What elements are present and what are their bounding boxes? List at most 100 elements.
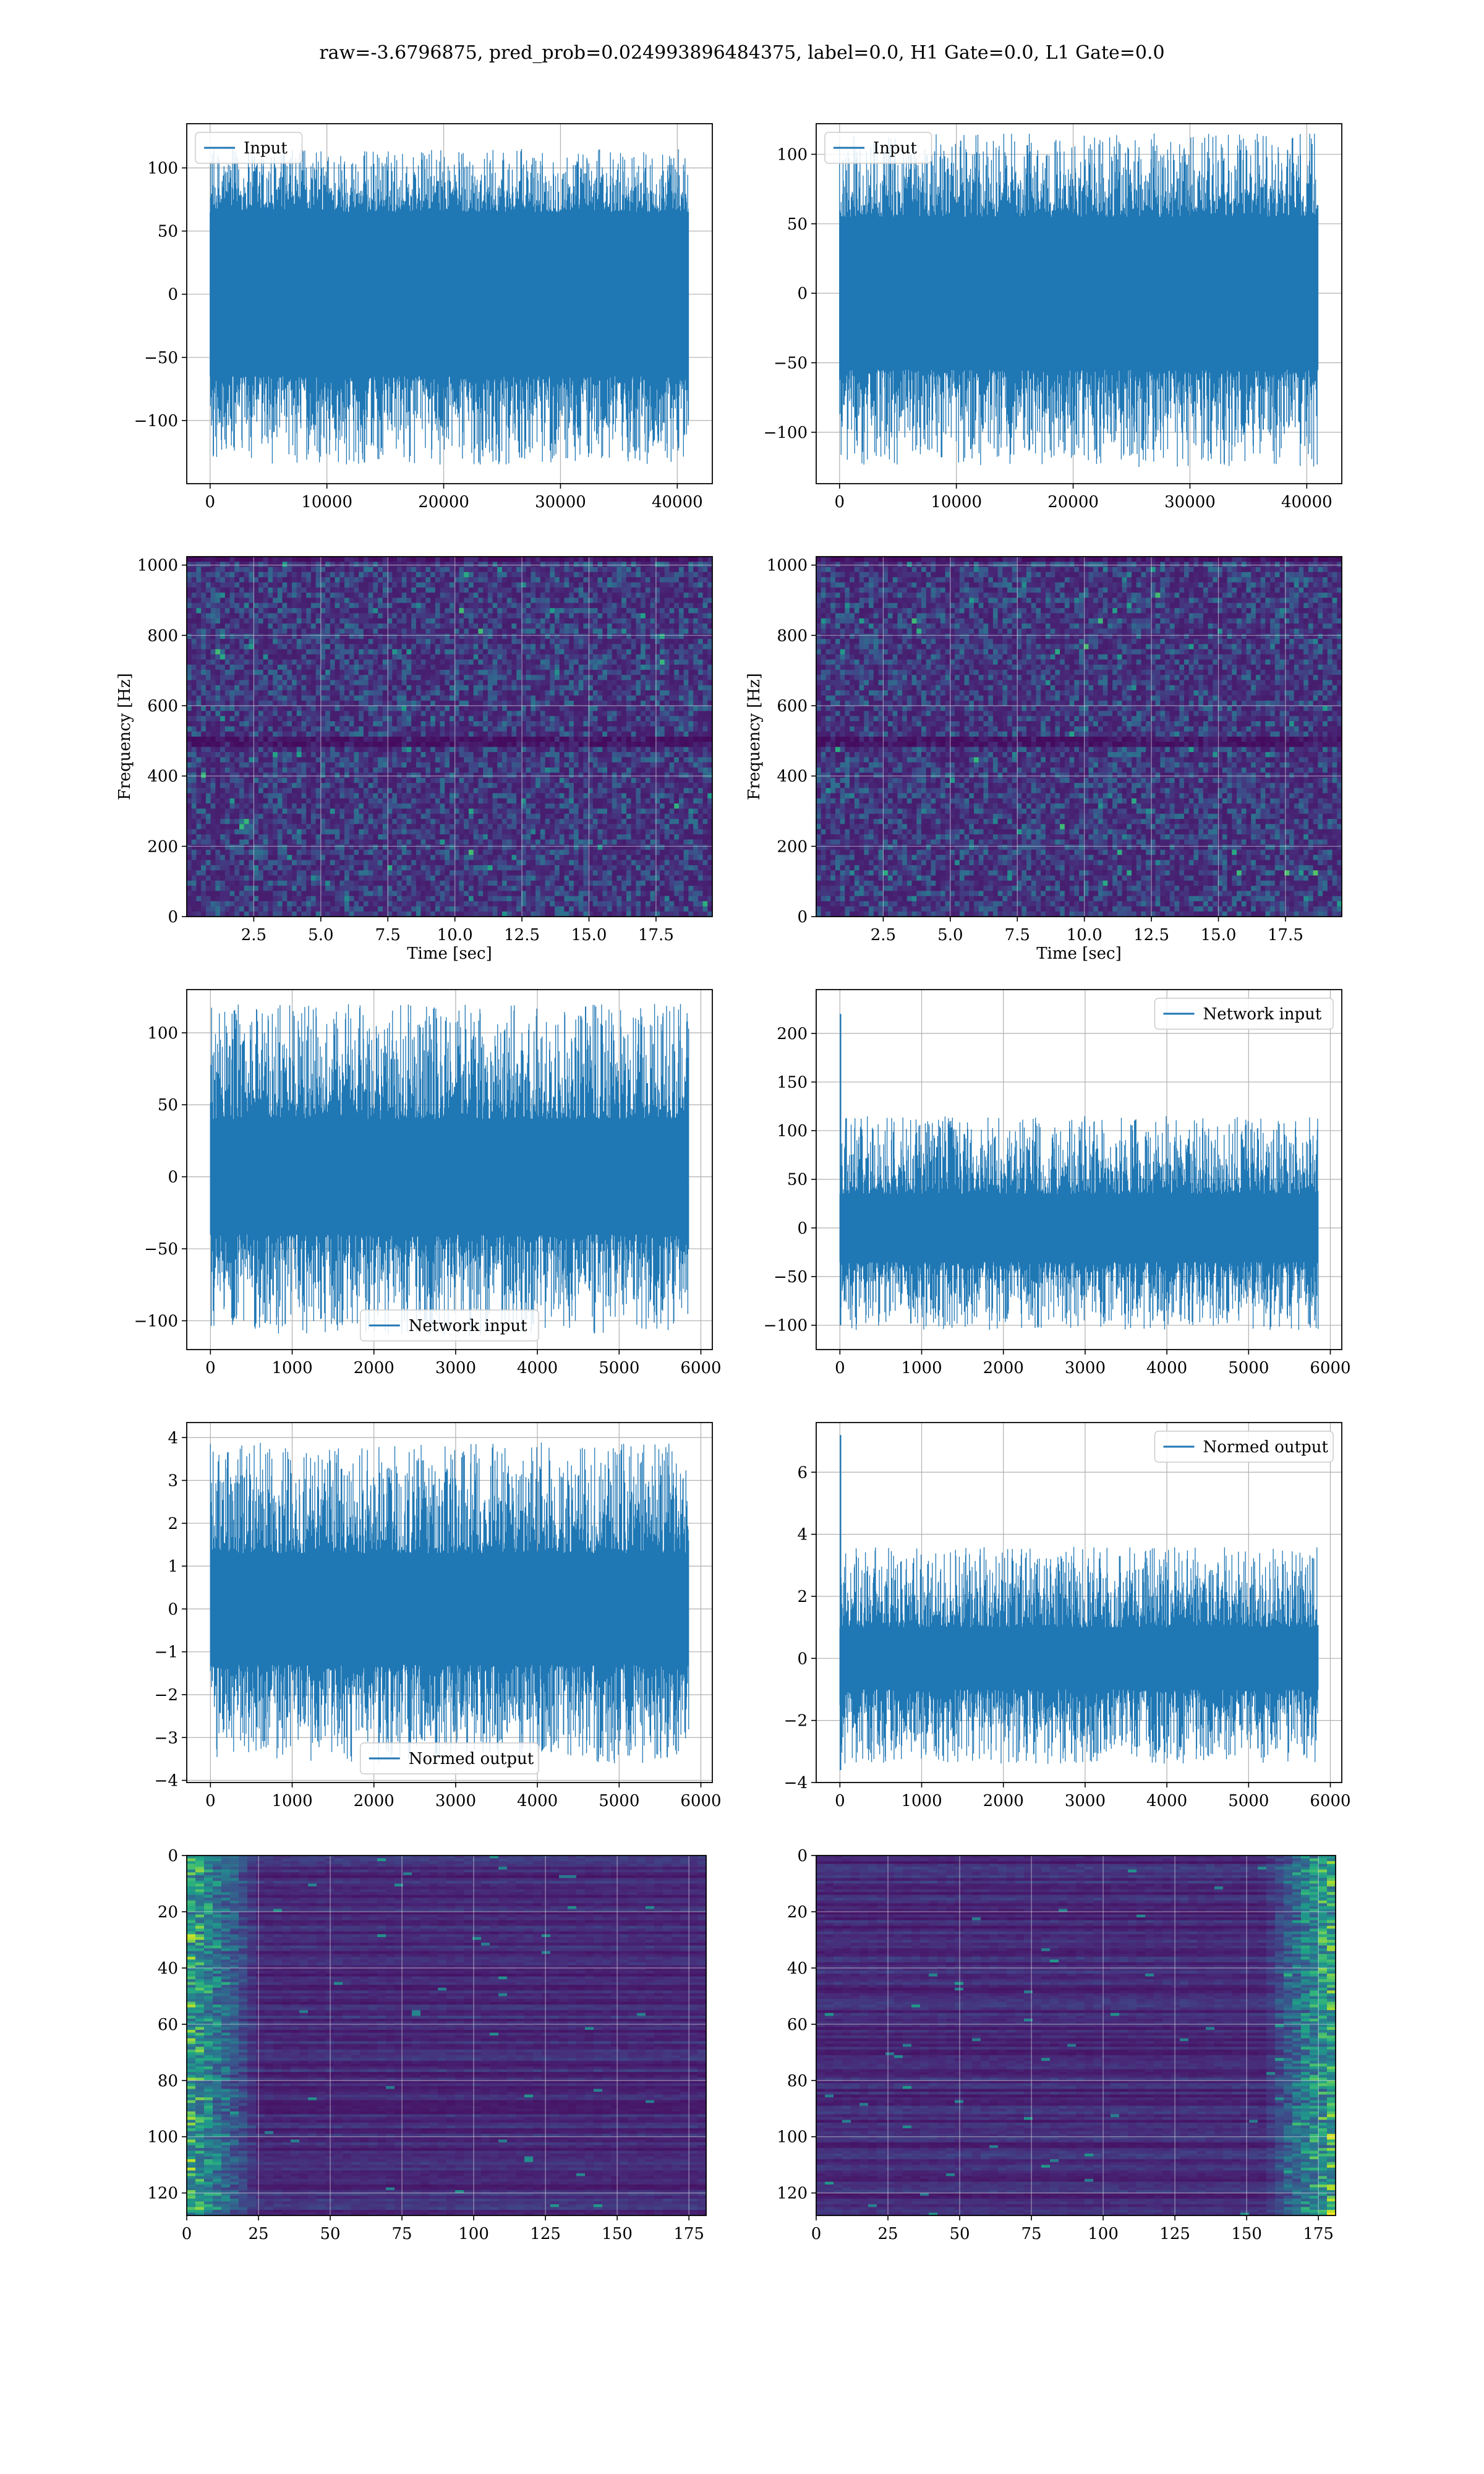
heatmap-cell <box>502 628 508 635</box>
heatmap-cell <box>583 777 589 784</box>
heatmap-cell <box>315 613 321 619</box>
heatmap-cell <box>258 721 264 727</box>
heatmap-cell <box>187 582 192 588</box>
heatmap-cell <box>631 773 636 779</box>
heatmap-cell <box>688 757 694 763</box>
heatmap-cell <box>406 623 412 629</box>
heatmap-cell <box>354 664 359 670</box>
heatmap-cell <box>526 711 531 717</box>
heatmap-cell <box>454 700 460 706</box>
heatmap-cell <box>215 737 221 742</box>
heatmap-cell <box>454 587 460 593</box>
heatmap-cell <box>497 649 503 655</box>
heatmap-cell <box>244 664 250 670</box>
heatmap-cell <box>506 747 513 753</box>
heatmap-cell <box>697 608 704 614</box>
heatmap-cell <box>387 747 393 753</box>
heatmap-cell <box>492 557 498 562</box>
heatmap-cell <box>349 582 355 588</box>
heatmap-cell <box>229 567 235 573</box>
heatmap-cell <box>205 757 211 763</box>
heatmap-cell <box>310 613 317 619</box>
heatmap-cell <box>287 587 292 593</box>
heatmap-cell <box>521 757 527 763</box>
heatmap-cell <box>688 628 694 635</box>
heatmap-cell <box>602 613 608 619</box>
heatmap-cell <box>621 618 627 624</box>
heatmap-cell <box>239 644 245 650</box>
heatmap-cell <box>258 700 264 706</box>
heatmap-cell <box>330 562 336 568</box>
heatmap-cell <box>468 767 474 773</box>
heatmap-cell <box>420 557 426 562</box>
heatmap-cell <box>602 762 608 768</box>
heatmap-cell <box>660 742 665 748</box>
heatmap-cell <box>387 608 393 614</box>
heatmap-cell <box>397 767 403 773</box>
heatmap-cell <box>487 731 493 737</box>
heatmap-cell <box>430 597 436 604</box>
heatmap-cell <box>626 726 632 732</box>
heatmap-cell <box>531 767 536 773</box>
heatmap-cell <box>636 767 641 773</box>
heatmap-cell <box>555 664 560 670</box>
heatmap-cell <box>249 557 254 562</box>
heatmap-cell <box>196 731 202 737</box>
heatmap-cell <box>631 633 636 640</box>
heatmap-cell <box>306 737 312 742</box>
heatmap-cell <box>660 602 665 609</box>
heatmap-cell <box>310 726 317 732</box>
heatmap-cell <box>187 654 192 660</box>
heatmap-cell <box>535 582 541 588</box>
heatmap-cell <box>191 597 197 604</box>
heatmap-cell <box>683 680 689 686</box>
heatmap-cell <box>349 602 355 609</box>
heatmap-cell <box>468 649 474 655</box>
heatmap-cell <box>205 562 211 568</box>
heatmap-cell <box>511 767 517 773</box>
heatmap-cell <box>483 762 488 768</box>
heatmap-cell <box>545 721 550 727</box>
heatmap-cell <box>310 700 317 706</box>
heatmap-cell <box>564 757 569 763</box>
heatmap-cell <box>382 706 388 712</box>
heatmap-cell <box>268 762 273 768</box>
heatmap-cell <box>636 593 641 599</box>
heatmap-cell <box>292 669 297 675</box>
heatmap-cell <box>320 628 326 635</box>
heatmap-cell <box>602 669 608 675</box>
heatmap-cell <box>363 593 369 599</box>
heatmap-cell <box>597 685 603 691</box>
heatmap-cell <box>459 675 464 681</box>
heatmap-cell <box>244 777 250 784</box>
heatmap-cell <box>254 664 259 670</box>
heatmap-cell <box>277 695 283 701</box>
y-tick-label: 100 <box>147 159 178 178</box>
heatmap-cell <box>301 773 307 779</box>
heatmap-cell <box>344 716 350 722</box>
heatmap-cell <box>215 557 221 562</box>
heatmap-cell <box>588 747 594 753</box>
heatmap-cell <box>531 731 536 737</box>
heatmap-cell <box>697 557 704 562</box>
heatmap-cell <box>220 762 226 768</box>
heatmap-cell <box>693 659 699 666</box>
heatmap-cell <box>201 777 207 784</box>
heatmap-cell <box>578 639 584 644</box>
heatmap-cell <box>378 685 383 691</box>
heatmap-cell <box>382 587 388 593</box>
heatmap-cell <box>669 613 675 619</box>
heatmap-cell <box>378 587 383 593</box>
heatmap-cell <box>344 721 350 727</box>
heatmap-cell <box>325 690 331 696</box>
heatmap-cell <box>254 767 259 773</box>
heatmap-cell <box>506 593 513 599</box>
heatmap-cell <box>382 726 388 732</box>
heatmap-cell <box>205 782 211 789</box>
heatmap-cell <box>487 777 493 784</box>
heatmap-cell <box>363 654 369 660</box>
heatmap-cell <box>693 731 699 737</box>
heatmap-cell <box>354 659 359 666</box>
heatmap-cell <box>631 777 636 784</box>
heatmap-cell <box>258 608 264 614</box>
